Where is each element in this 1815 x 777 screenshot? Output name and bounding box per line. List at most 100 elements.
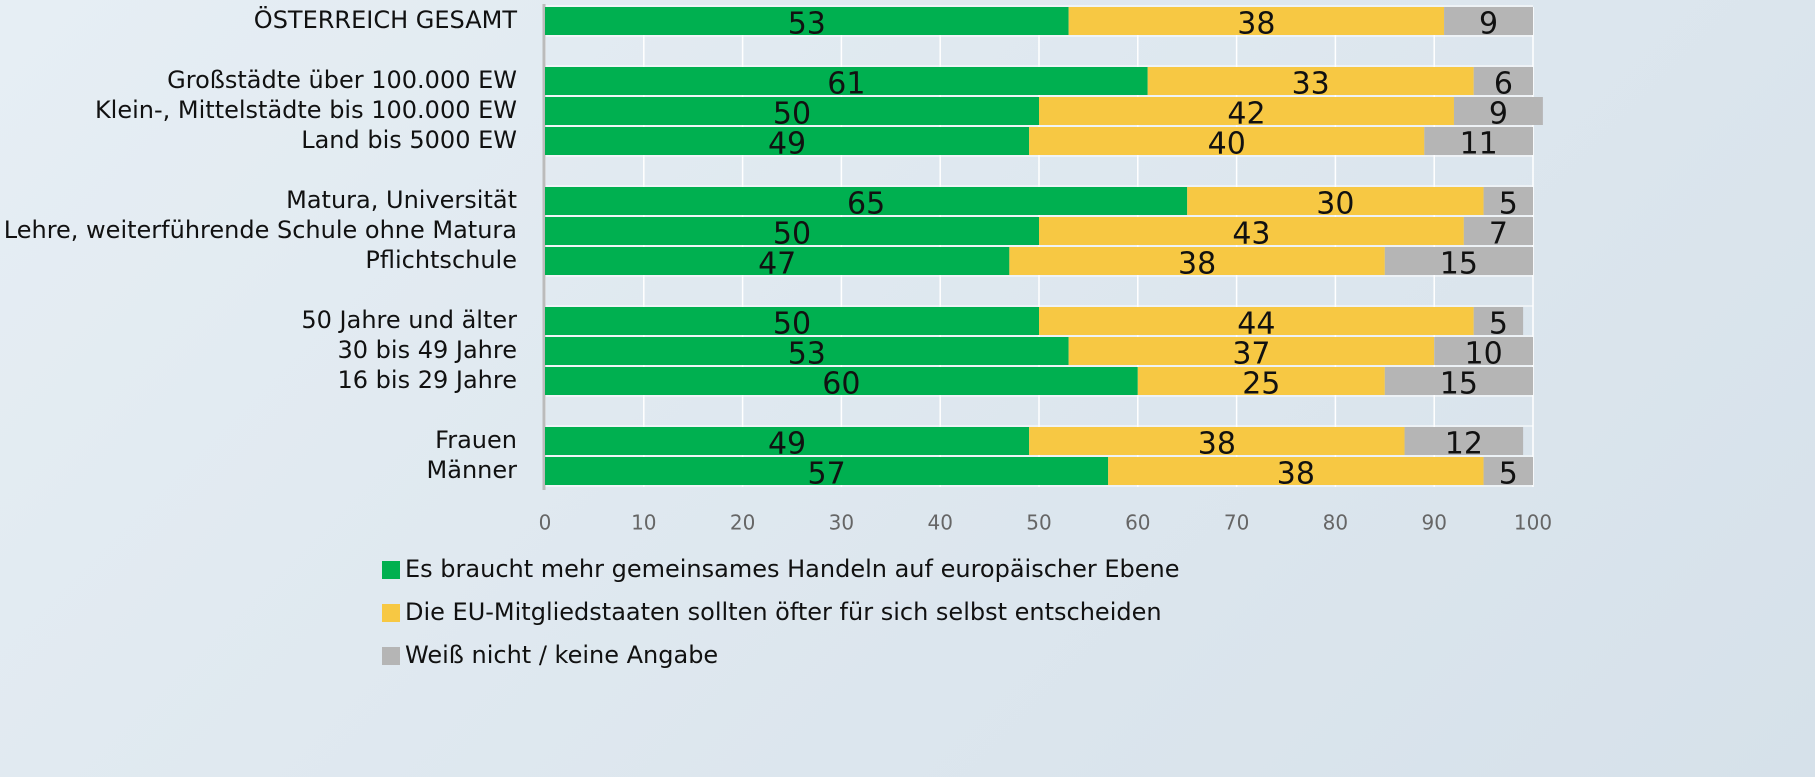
bar-segment: [1068, 337, 1435, 365]
bar-segment: [1039, 217, 1464, 245]
data-label: 43: [1232, 217, 1270, 252]
category-label: 16 bis 29 Jahre: [338, 366, 517, 394]
data-label: 53: [788, 7, 826, 42]
x-tick-label: 30: [829, 511, 854, 535]
bar-segment: [1108, 457, 1484, 485]
bar-segment: [1137, 367, 1385, 395]
x-tick-label: 20: [730, 511, 755, 535]
category-label: ÖSTERREICH GESAMT: [254, 5, 518, 34]
bar-segment: [1009, 247, 1385, 275]
x-tick-label: 10: [631, 511, 656, 535]
bar-segment: [1483, 187, 1533, 215]
x-tick-label: 70: [1224, 511, 1249, 535]
bar-segment: [545, 307, 1039, 335]
data-label: 5: [1489, 307, 1508, 342]
data-label: 15: [1440, 247, 1478, 282]
category-label: Frauen: [435, 426, 517, 454]
bar-segment: [545, 457, 1109, 485]
data-label: 42: [1227, 97, 1265, 132]
data-label: 49: [768, 127, 806, 162]
data-label: 38: [1277, 457, 1315, 492]
data-label: 50: [773, 217, 811, 252]
category-label: Land bis 5000 EW: [301, 126, 517, 154]
data-label: 25: [1242, 367, 1280, 402]
data-label: 15: [1440, 367, 1478, 402]
category-label: Klein-, Mittelstädte bis 100.000 EW: [95, 96, 517, 124]
bar-segment: [545, 97, 1039, 125]
bar-segment: [545, 7, 1069, 35]
data-label: 40: [1208, 127, 1246, 162]
data-label: 50: [773, 307, 811, 342]
category-label: Großstädte über 100.000 EW: [167, 66, 517, 94]
x-tick-label: 0: [539, 511, 552, 535]
bar-segment: [1404, 427, 1524, 455]
bar-segment: [1434, 337, 1533, 365]
bar-segment: [1384, 367, 1533, 395]
category-label: Lehre, weiterführende Schule ohne Matura: [4, 216, 517, 244]
legend-swatch: [382, 561, 400, 579]
data-label: 11: [1460, 127, 1498, 162]
bar-segment: [1039, 307, 1474, 335]
bar-segment: [545, 247, 1010, 275]
bar-segment: [1473, 307, 1524, 335]
bar-segment: [1483, 457, 1533, 485]
legend-label: Es braucht mehr gemeinsames Handeln auf …: [405, 555, 1180, 583]
bar-segment: [545, 127, 1030, 155]
category-label: 30 bis 49 Jahre: [338, 336, 517, 364]
data-label: 57: [807, 457, 845, 492]
bar-segment: [1147, 67, 1474, 95]
data-label: 49: [768, 427, 806, 462]
data-label: 44: [1237, 307, 1275, 342]
data-label: 60: [822, 367, 860, 402]
bar-segment: [545, 187, 1188, 215]
category-label: Pflichtschule: [365, 246, 517, 274]
x-tick-label: 90: [1421, 511, 1446, 535]
x-tick-label: 50: [1026, 511, 1051, 535]
data-label: 30: [1316, 187, 1354, 222]
bar-segment: [545, 67, 1148, 95]
bar-segment: [1444, 7, 1533, 35]
data-label: 6: [1494, 67, 1513, 102]
data-label: 5: [1499, 457, 1518, 492]
category-label: Matura, Universität: [286, 186, 517, 214]
legend-swatch: [382, 647, 400, 665]
data-label: 47: [758, 247, 796, 282]
bar-segment: [1187, 187, 1484, 215]
bar-segment: [1453, 97, 1543, 125]
data-label: 9: [1489, 97, 1508, 132]
data-label: 7: [1489, 217, 1508, 252]
bar-segment: [545, 217, 1039, 245]
data-label: 53: [788, 337, 826, 372]
bar-segment: [1039, 97, 1454, 125]
data-label: 10: [1465, 337, 1503, 372]
bar-segment: [1384, 247, 1533, 275]
x-tick-label: 60: [1125, 511, 1150, 535]
x-tick-label: 40: [927, 511, 952, 535]
data-label: 37: [1232, 337, 1270, 372]
legend-label: Die EU-Mitgliedstaaten sollten öfter für…: [405, 598, 1162, 626]
data-label: 12: [1445, 427, 1483, 462]
bar-segment: [545, 427, 1030, 455]
legend-label: Weiß nicht / keine Angabe: [405, 641, 718, 669]
bar-segment: [1029, 127, 1425, 155]
data-label: 38: [1198, 427, 1236, 462]
bar-segment: [1473, 67, 1533, 95]
bar-segment: [1068, 7, 1445, 35]
data-label: 38: [1237, 7, 1275, 42]
data-label: 33: [1292, 67, 1330, 102]
bar-segment: [545, 337, 1069, 365]
data-label: 61: [827, 67, 865, 102]
data-label: 5: [1499, 187, 1518, 222]
data-label: 65: [847, 187, 885, 222]
bar-segment: [1029, 427, 1405, 455]
data-label: 9: [1479, 7, 1498, 42]
data-label: 38: [1178, 247, 1216, 282]
legend-swatch: [382, 604, 400, 622]
bar-segment: [545, 367, 1138, 395]
category-label: 50 Jahre und älter: [301, 306, 517, 334]
bar-segment: [1424, 127, 1533, 155]
x-tick-label: 100: [1514, 511, 1552, 535]
category-label: Männer: [427, 456, 518, 484]
bar-segment: [1463, 217, 1533, 245]
